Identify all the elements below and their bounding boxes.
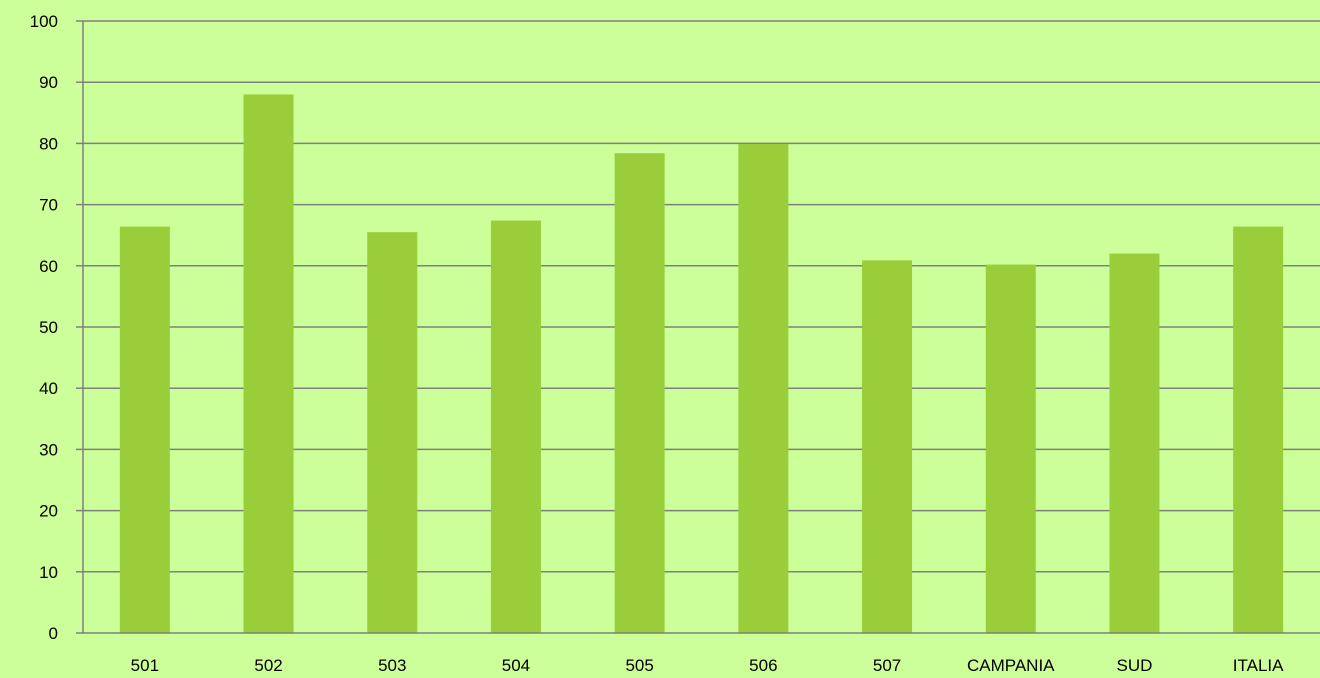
x-category-label: 502 [254, 656, 282, 675]
x-category-label: SUD [1116, 656, 1152, 675]
x-category-label: 503 [378, 656, 406, 675]
x-axis-category-labels: 501 502 503 504 505 506 507 CAMPANIA SUD ITALIA [131, 656, 1284, 675]
bar-sud [1109, 253, 1160, 633]
x-category-label: 507 [873, 656, 901, 675]
y-tick-label: 80 [39, 134, 58, 153]
y-tick-label: 100 [30, 12, 58, 31]
y-tick-label: 30 [39, 440, 58, 459]
bar-campania [985, 264, 1036, 633]
x-category-label: 506 [749, 656, 777, 675]
bar-506 [738, 144, 789, 633]
bar-504 [490, 220, 541, 633]
x-category-label: 504 [502, 656, 530, 675]
y-axis-tick-labels: 0 10 20 30 40 50 60 70 80 90 100 [30, 12, 58, 643]
x-category-label: 505 [625, 656, 653, 675]
x-category-label: ITALIA [1233, 656, 1284, 675]
bar-italia [1233, 226, 1284, 633]
y-tick-label: 0 [49, 624, 58, 643]
bar-501 [119, 226, 170, 633]
bars [119, 94, 1284, 633]
y-tick-label: 10 [39, 563, 58, 582]
x-category-label: 501 [131, 656, 159, 675]
bar-505 [614, 153, 665, 633]
axes [76, 20, 1320, 634]
y-tick-label: 90 [39, 73, 58, 92]
bar-507 [862, 260, 913, 633]
y-tick-label: 70 [39, 196, 58, 215]
y-tick-label: 60 [39, 257, 58, 276]
y-tick-label: 50 [39, 318, 58, 337]
bar-502 [243, 94, 294, 633]
x-category-label: CAMPANIA [967, 656, 1055, 675]
y-tick-label: 40 [39, 379, 58, 398]
y-tick-label: 20 [39, 502, 58, 521]
bar-503 [367, 232, 418, 633]
